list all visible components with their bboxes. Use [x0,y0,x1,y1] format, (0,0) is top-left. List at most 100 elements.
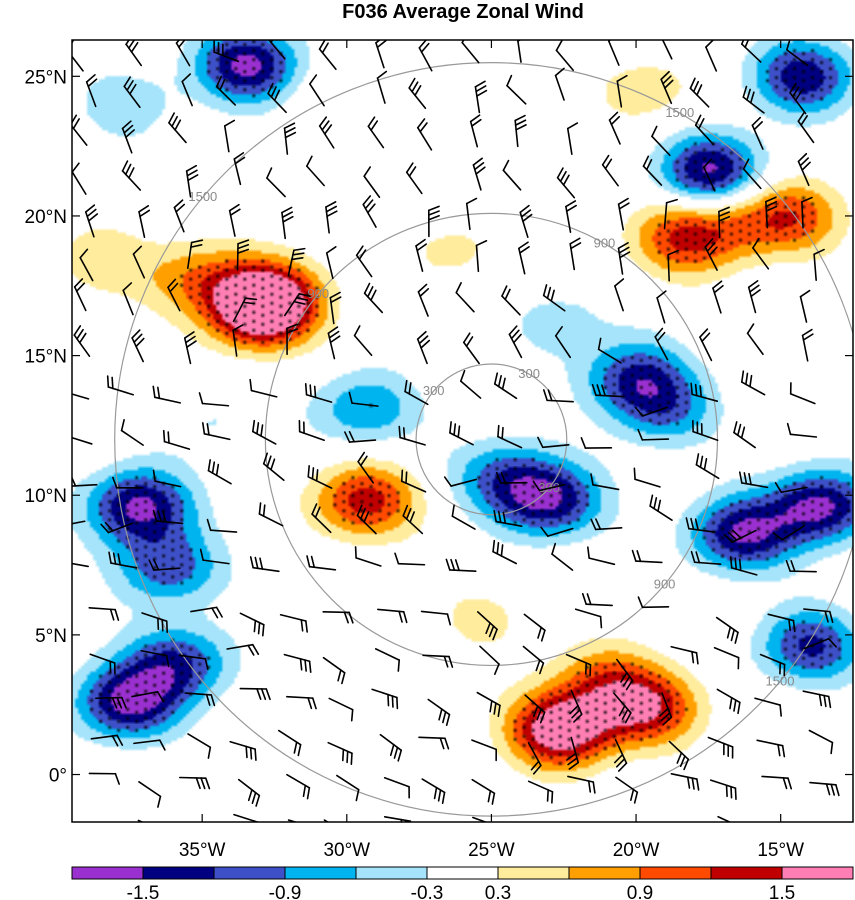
wind-barb [707,736,734,759]
y-tick-label: 10°N [25,486,67,507]
wind-barb [416,118,433,151]
wind-barb [613,692,632,724]
wind-barbs [72,40,843,836]
wind-barb [667,249,680,282]
wind-barb [469,114,482,148]
wind-barb [713,646,740,670]
wind-barb [774,482,808,494]
wind-barb [542,284,566,312]
wind-barb [789,82,807,115]
wind-barb [72,393,90,400]
colorbar-label: -0.3 [411,883,444,900]
wind-barb [685,517,716,533]
wind-barb [72,520,86,525]
wind-barb [527,741,542,775]
wind-barb [493,372,518,400]
wind-barb [493,509,523,527]
wind-barb [631,549,663,564]
wind-barb [587,546,616,566]
wind-barb [462,332,480,365]
wind-barb [84,204,99,238]
wind-barb [281,206,294,240]
wind-barb [443,476,478,487]
colorbar-label: -1.5 [127,883,160,900]
wind-barb [132,245,146,279]
wind-barb [670,645,699,665]
wind-barb [306,555,337,571]
wind-barb [325,201,338,234]
wind-barb [689,77,710,108]
wind-barb [252,419,277,445]
wind-barb [590,518,623,531]
wind-barb [152,509,184,525]
wind-barb [574,608,603,629]
wind-barb [581,592,613,607]
wind-barb [799,289,811,323]
wind-barb [524,694,546,724]
wind-barb [90,734,124,747]
wind-barb [814,825,843,836]
wind-barb [190,606,223,619]
wind-barb [379,733,403,762]
wind-barb [699,328,713,362]
wind-barb [808,729,834,755]
wind-barb [108,551,138,569]
colorbar-swatch [71,866,144,880]
range-ring-label: 300 [518,366,540,381]
wind-barb [475,239,488,273]
wind-barb [267,82,287,114]
wind-barb [797,152,811,187]
range-ring [415,363,568,516]
wind-barb [329,291,342,325]
wind-barb [239,687,271,701]
wind-barb [173,199,186,233]
colorbar-swatch [639,866,712,880]
wind-barb [803,637,837,650]
colorbar-swatch [710,866,783,880]
wind-barb [712,280,724,314]
wind-barb [121,120,135,154]
range-ring-label: 300 [423,383,445,398]
wind-barb [756,739,786,758]
wind-barb [201,422,231,441]
wind-barb [131,691,165,703]
wind-barb [184,692,216,707]
wind-barb [601,154,619,187]
wind-barb [690,550,722,565]
wind-barb [501,285,521,316]
range-ring-label: 1500 [766,674,795,689]
range-ring-label: 1500 [665,105,694,120]
x-axis: 35°W 30°W 25°W 20°W 15°W [179,40,804,861]
wind-barb [95,696,127,709]
wind-barb [72,40,84,72]
y-tick-label: 20°N [25,207,67,228]
wind-barb [537,436,570,449]
wind-barb [363,166,381,199]
wind-barb [394,552,426,566]
wind-barb [461,40,480,64]
wind-barb [670,772,700,791]
wind-barb [85,73,98,108]
wind-barb [449,421,474,446]
wind-barb [138,205,151,239]
wind-barb [285,695,317,710]
wind-barb [747,280,761,314]
wind-barb [322,656,346,685]
wind-barb [580,437,613,449]
wind-barb [356,504,377,535]
wind-barb [617,242,631,275]
wind-barb [637,428,670,441]
wind-barb [797,111,815,144]
wind-barb [283,653,312,674]
wind-barb [422,654,454,668]
x-tick-label: 35°W [179,840,226,861]
wind-barb [608,40,620,66]
wind-barb [152,385,182,404]
wind-barb [715,616,739,644]
wind-barb [239,612,265,637]
wind-barb [554,67,565,101]
wind-barb [112,476,144,489]
wind-barb [249,556,280,573]
wind-barb [304,382,333,403]
